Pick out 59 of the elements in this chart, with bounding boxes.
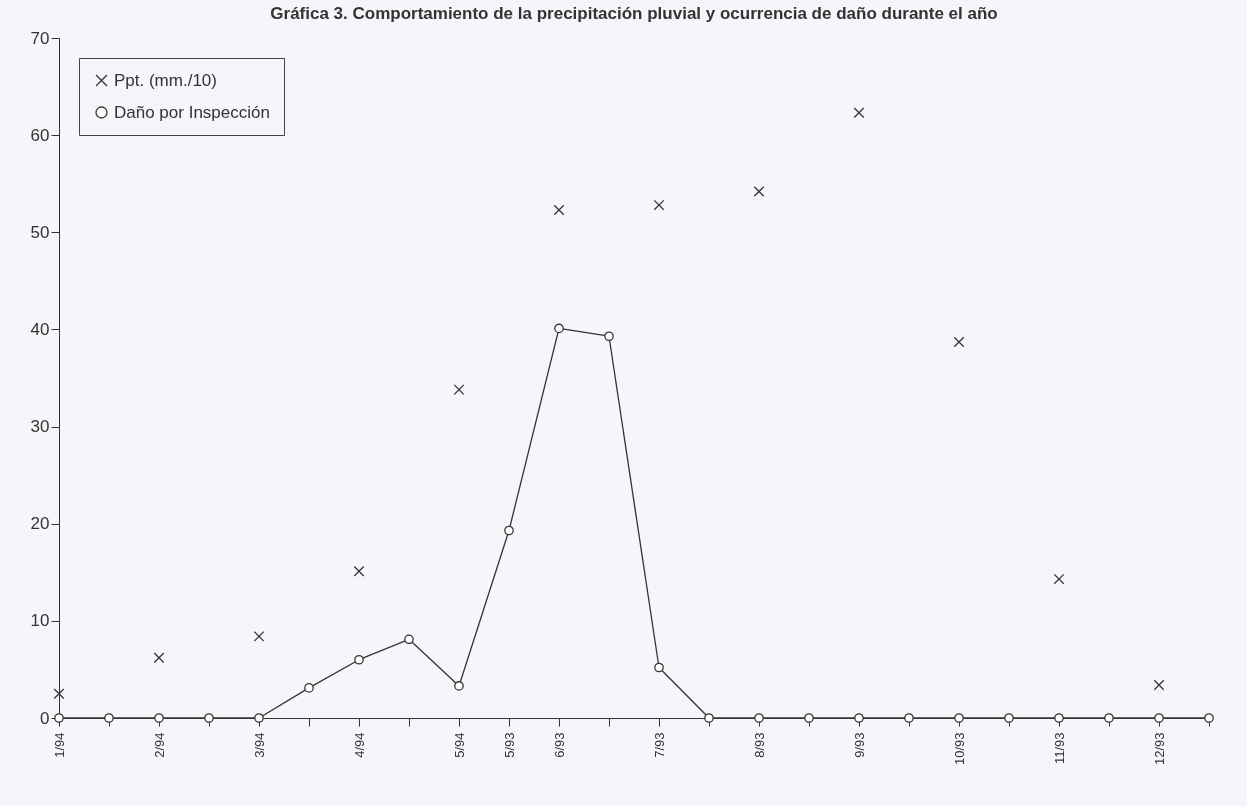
legend-label: Daño por Inspección [114,102,270,122]
x-tick-label: 6/93 [551,732,567,758]
x-tick-label: 8/93 [751,732,767,758]
point [853,107,865,119]
x-tick-label: 2/94 [151,732,167,758]
point [1054,713,1064,723]
point [53,688,65,700]
point [804,713,814,723]
point [753,186,765,197]
point [1104,713,1114,723]
point [353,565,365,577]
point [904,713,914,723]
point [554,323,564,334]
point [1004,713,1014,723]
point [854,713,864,723]
x-tick-label: 10/93 [951,732,967,766]
point [104,713,114,723]
point [1053,573,1065,585]
y-tick-label: 10 [30,611,50,631]
y-tick-label: 40 [30,319,50,339]
point [153,652,165,664]
point [1204,713,1214,723]
y-tick-label: 30 [30,417,50,437]
point [604,331,614,342]
x-tick-label: 9/93 [851,732,867,758]
x-tick-label: 4/94 [351,732,367,758]
x-tick-label: 1/94 [51,732,67,758]
y-tick-label: 20 [30,514,50,534]
point [204,713,214,723]
x-tick-label: 3/94 [251,732,267,758]
point [253,631,265,642]
point [404,634,414,645]
point [553,204,565,216]
point [1154,713,1164,723]
point [654,662,664,673]
point [254,713,264,723]
point [954,713,964,723]
x-tick-label: 5/93 [501,732,517,758]
point [704,713,714,723]
y-tick-label: 60 [30,125,50,145]
y-tick-label: 0 [40,708,50,728]
legend-label: Ppt. (mm./10) [114,70,217,90]
point [454,681,464,691]
point [304,683,314,693]
y-tick-label: 70 [30,28,50,48]
x-tick-label: 12/93 [1151,732,1167,766]
point [953,336,965,348]
point [754,713,764,723]
x-tick-label: 11/93 [1051,732,1067,765]
point [154,713,164,723]
point [504,525,514,536]
point [453,384,465,396]
point [354,654,364,665]
x-tick-label: 7/93 [651,732,667,758]
y-tick-label: 50 [30,222,50,242]
point [653,199,665,211]
point [1153,679,1165,691]
x-tick-label: 5/94 [451,732,467,758]
chart-title: Gráfica 3. Comportamiento de la precipitación pluvial y ocurrencia de daño durante el año [270,4,998,23]
